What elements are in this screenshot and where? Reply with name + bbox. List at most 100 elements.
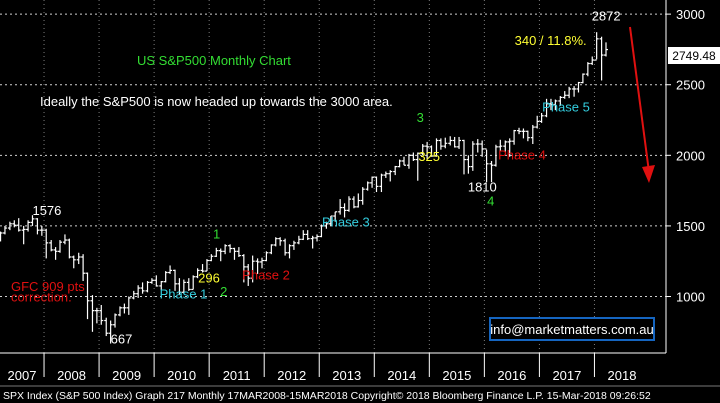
ohlc-bar [525,130,530,142]
ohlc-bar [406,153,411,169]
ohlc-bar [562,91,567,99]
annotation-label: correction. [11,289,72,304]
y-tick-label: 1500 [676,219,705,234]
x-tick-label: 2010 [167,368,196,383]
x-tick-label: 2007 [8,368,37,383]
ohlc-bar [484,148,489,183]
ohlc-bar [480,140,485,157]
ohlc-bar [236,247,241,257]
annotation-label: 2 [220,284,227,299]
ohlc-bar [360,187,365,205]
y-tick-label: 1000 [676,290,705,305]
ohlc-bar [342,203,347,218]
annotation-label: 325 [418,149,440,164]
ohlc-bar [448,136,453,146]
ohlc-bar [39,225,44,236]
ohlc-bar [278,237,283,246]
annotation-label: 1810 [468,179,497,194]
ohlc-bar [434,138,439,157]
ohlc-bar [218,248,223,262]
x-tick-label: 2015 [442,368,471,383]
chart-subtitle: Ideally the S&P500 is now headed up towa… [40,94,393,109]
ohlc-bar [228,244,233,253]
ohlc-bar [553,99,558,111]
ohlc-bar [269,244,274,255]
last-price-value: 2749.48 [672,49,716,63]
ohlc-bar [30,215,35,226]
ohlc-bar [429,145,434,157]
ohlc-bar [572,86,577,97]
last-price-badge: 2749.48 [668,47,720,64]
ohlc-bar [338,199,343,215]
annotation-label: 4 [487,193,494,208]
ohlc-bar [544,98,549,118]
ohlc-bar [126,296,131,315]
ohlc-bar [104,317,109,337]
ohlc-bar [351,196,356,209]
ohlc-bar [388,170,393,182]
ohlc-bar [85,272,90,320]
x-tick-label: 2017 [552,368,581,383]
ohlc-bar [379,173,384,193]
ohlc-bar [535,115,540,129]
ohlc-bar [186,278,191,291]
ohlc-bar [420,144,425,156]
watermark-text: info@marketmatters.com.au [490,322,653,337]
chart-title: US S&P500 Monthly Chart [137,53,291,68]
annotation-label: Phase 4 [498,148,546,163]
ohlc-bar [250,255,255,283]
ohlc-bar [301,230,306,241]
ohlc-bar [370,176,375,188]
ohlc-bar [517,127,522,135]
ohlc-bar [393,165,398,176]
ohlc-bar [365,181,370,191]
y-tick-label: 3000 [676,7,705,22]
ohlc-bar [191,275,196,291]
annotation-label: 1576 [32,203,61,218]
ohlc-bar [223,244,228,255]
projection-arrow [629,26,655,183]
ohlc-bar [12,220,17,228]
ohlc-bar [594,32,599,61]
annotation-label: 296 [198,270,220,285]
arrow-shaft [629,26,650,173]
ohlc-bar [333,211,338,222]
ohlc-bar [346,196,351,212]
ohlc-bar [402,156,407,166]
ohlc-bar [21,225,26,245]
annotation-label: 3 [417,110,424,125]
annotation-label: 340 / 11.8%. [515,33,587,48]
ohlc-bar [475,139,480,153]
footer-text: SPX Index (S&P 500 Index) Graph 217 Mont… [3,390,651,402]
ohlc-bar [530,124,535,145]
ohlc-bar [461,139,466,175]
ohlc-bar [159,280,164,291]
ohlc-bar [0,231,3,242]
ohlc-bar [259,257,264,269]
ohlc-bar [49,240,54,252]
x-tick-label: 2018 [608,368,637,383]
ohlc-bar [356,193,361,208]
x-tick-label: 2012 [277,368,306,383]
ohlc-bar [287,244,292,259]
grid-layer [0,0,666,353]
ohlc-bar [149,278,154,284]
ohlc-bar [200,264,205,273]
ohlc-bar [296,235,301,245]
ohlc-bar [177,278,182,296]
x-tick-label: 2014 [387,368,416,383]
ohlc-bar [599,36,604,81]
ohlc-bar [181,279,186,294]
annotation-label: 1 [213,227,220,242]
ohlc-bar [173,269,178,291]
annotation-label: Phase 1 [160,287,208,302]
ohlc-bar [415,152,420,181]
ohlc-bar [305,230,310,241]
ohlc-bar [108,320,113,344]
ohlc-bar [154,275,159,287]
ohlc-bar [283,238,288,256]
ohlc-bar [374,176,379,193]
